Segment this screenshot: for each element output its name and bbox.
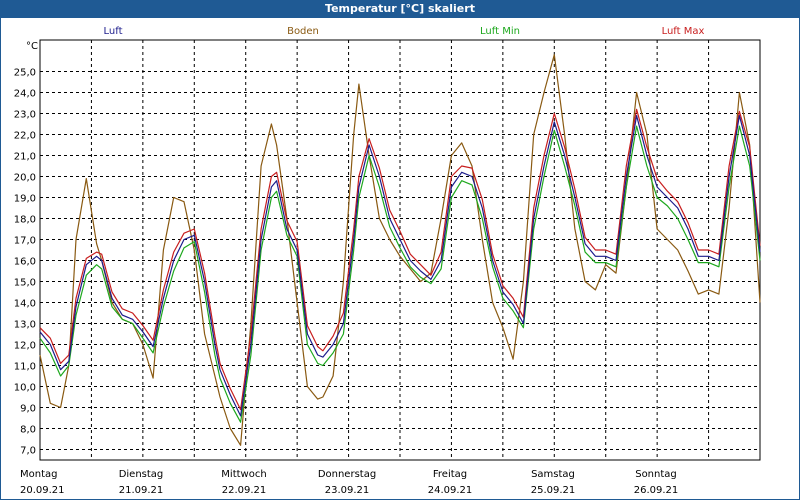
- y-axis-label: °C: [26, 41, 38, 52]
- series-lines: [39, 54, 761, 446]
- legend-entry: Luft: [104, 26, 123, 37]
- legend: Luft Boden Luft Min Luft Max: [104, 26, 705, 37]
- day-weekday-label: Freitag: [433, 469, 467, 480]
- y-tick-label: 12,0: [14, 341, 36, 352]
- y-tick-label: 7,0: [20, 446, 36, 457]
- day-date-label: 21.09.21: [119, 485, 164, 496]
- grid-lines: [40, 40, 760, 460]
- day-date-label: 26.09.21: [634, 485, 679, 496]
- series-line-luft: [39, 114, 761, 417]
- y-axis-ticks: 7,0 8,0 9,0 10,0 11,0 12,0 13,0 14,0 15,0 16,0 17,…: [14, 68, 36, 457]
- y-tick-label: 13,0: [14, 320, 36, 331]
- legend-entry: Luft Min: [480, 26, 520, 37]
- y-tick-label: 17,0: [14, 236, 36, 247]
- x-axis-day-labels: Montag 20.09.21 Dienstag 21.09.21 Mittwoch 22…: [20, 469, 678, 496]
- y-tick-label: 14,0: [14, 299, 36, 310]
- y-tick-label: 19,0: [14, 194, 36, 205]
- day-weekday-label: Sonntag: [635, 469, 677, 480]
- y-tick-label: 16,0: [14, 257, 36, 268]
- day-date-label: 24.09.21: [428, 485, 473, 496]
- y-tick-label: 22,0: [14, 131, 36, 142]
- y-tick-label: 11,0: [14, 362, 36, 373]
- y-tick-label: 24,0: [14, 89, 36, 100]
- y-tick-label: 21,0: [14, 152, 36, 163]
- y-tick-label: 8,0: [20, 425, 36, 436]
- day-date-label: 23.09.21: [325, 485, 370, 496]
- day-weekday-label: Montag: [20, 469, 57, 480]
- day-weekday-label: Samstag: [531, 469, 575, 480]
- legend-entry: Luft Max: [662, 26, 705, 37]
- y-tick-label: 20,0: [14, 173, 36, 184]
- series-line-boden: [39, 54, 761, 446]
- y-tick-label: 10,0: [14, 383, 36, 394]
- day-weekday-label: Dienstag: [119, 469, 164, 480]
- day-date-label: 20.09.21: [20, 485, 65, 496]
- legend-entry: Boden: [287, 26, 319, 37]
- day-weekday-label: Donnerstag: [318, 469, 376, 480]
- chart-title: Temperatur [°C] skaliert: [0, 0, 800, 18]
- y-tick-label: 25,0: [14, 68, 36, 79]
- series-line-luft-max: [39, 108, 761, 411]
- y-tick-label: 9,0: [20, 404, 36, 415]
- day-date-label: 25.09.21: [531, 485, 576, 496]
- day-date-label: 22.09.21: [222, 485, 267, 496]
- y-tick-label: 15,0: [14, 278, 36, 289]
- y-tick-label: 23,0: [14, 110, 36, 121]
- y-tick-label: 18,0: [14, 215, 36, 226]
- day-weekday-label: Mittwoch: [221, 469, 266, 480]
- series-line-luft-min: [39, 125, 761, 423]
